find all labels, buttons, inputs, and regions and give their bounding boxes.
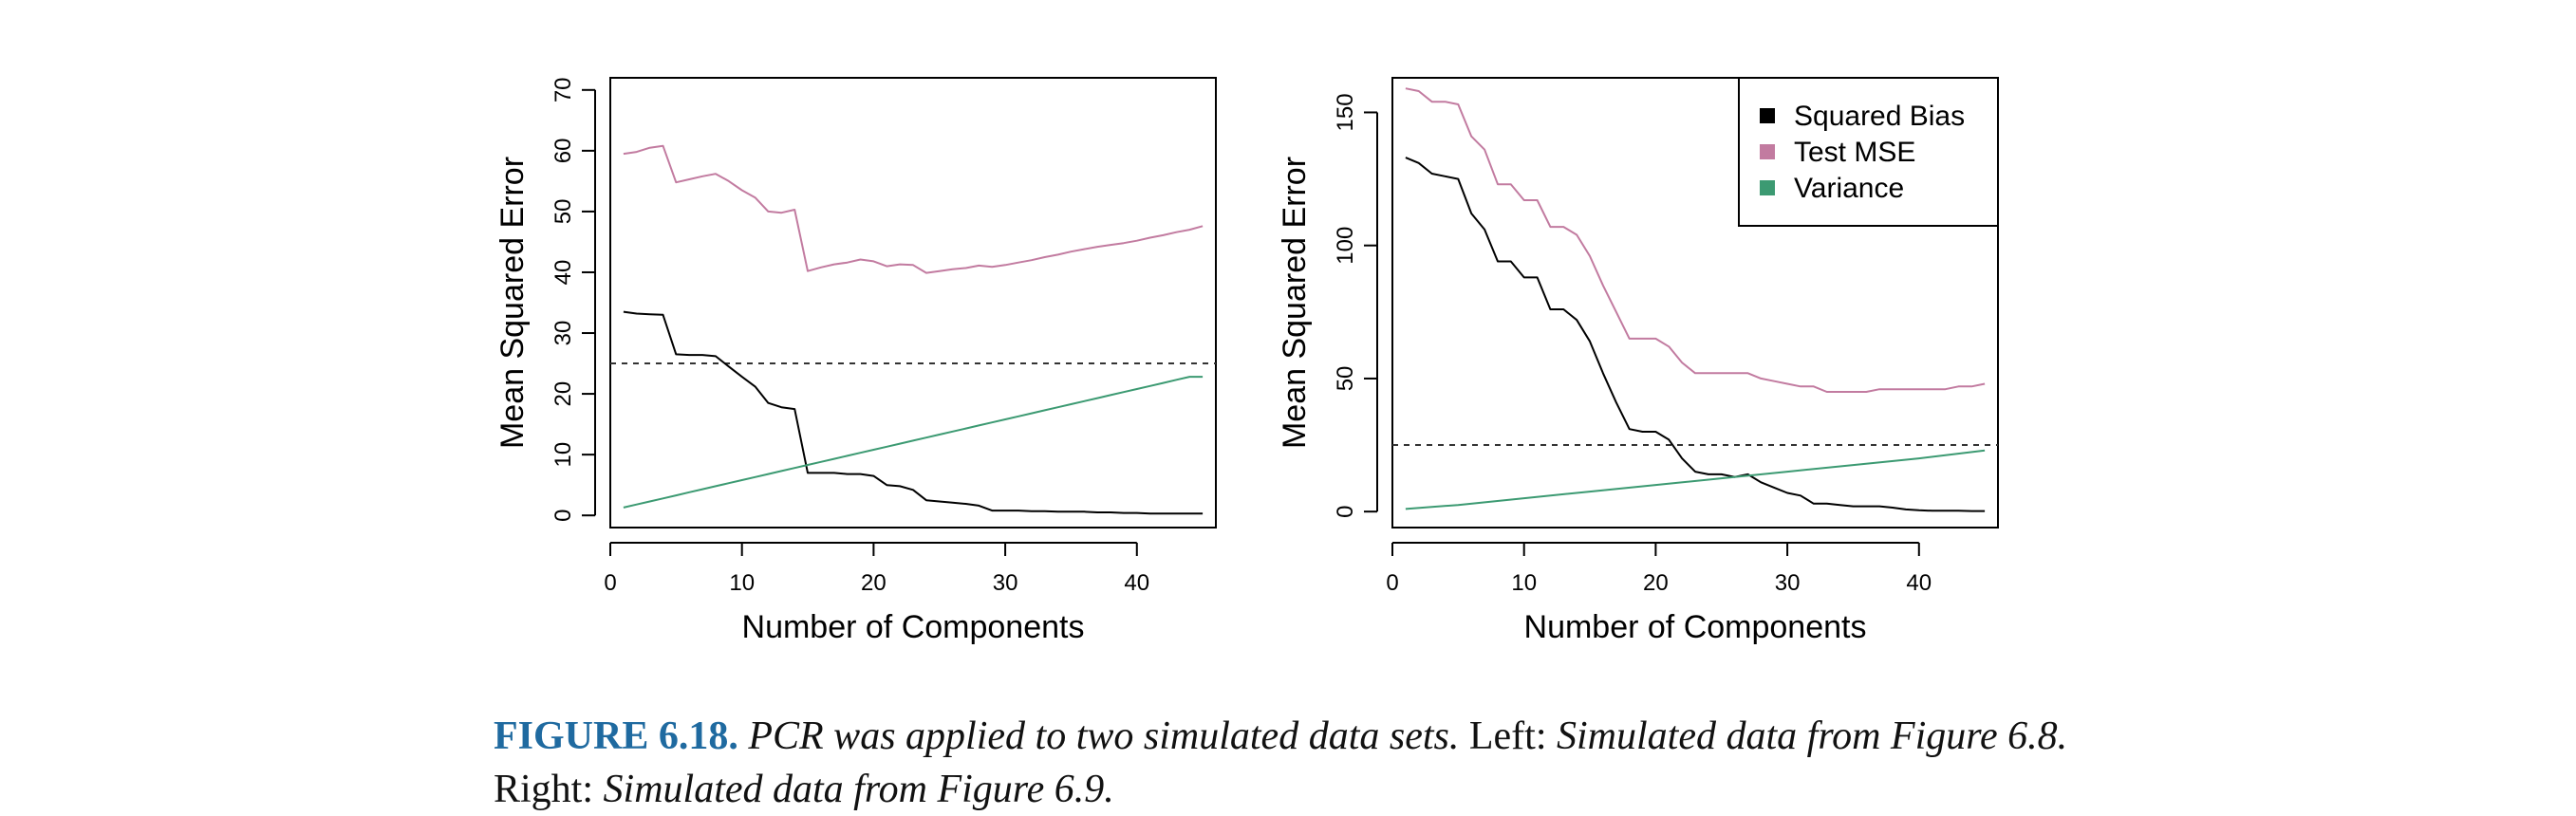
legend-label-squared-bias: Squared Bias bbox=[1794, 101, 1965, 132]
right-y-tick-label: 50 bbox=[1333, 366, 1358, 392]
legend: Squared Bias Test MSE Variance bbox=[1738, 77, 1999, 227]
right-y-tick-label: 100 bbox=[1333, 227, 1358, 265]
left-y-axis-title: Mean Squared Error bbox=[495, 157, 531, 449]
caption-text-5: Simulated data from Figure 6.9. bbox=[603, 768, 1114, 811]
left-plot-frame bbox=[609, 77, 1217, 529]
left-y-tick-label: 20 bbox=[551, 381, 576, 407]
right-x-tick-label: 0 bbox=[1386, 570, 1398, 596]
caption-text-4: Right: bbox=[494, 768, 594, 811]
left-x-tick-label: 10 bbox=[729, 570, 755, 596]
right-x-axis-title: Number of Components bbox=[1524, 609, 1867, 645]
left-x-tick-label: 0 bbox=[604, 570, 616, 596]
right-test-mse-line bbox=[1405, 87, 1986, 393]
right-x-tick-label: 40 bbox=[1906, 570, 1932, 596]
right-y-tick-label: 0 bbox=[1333, 505, 1358, 517]
caption-label: FIGURE 6.18. bbox=[494, 714, 738, 758]
figure-caption: FIGURE 6.18. PCR was applied to two simu… bbox=[494, 710, 2088, 816]
left-y-tick-label: 50 bbox=[551, 199, 576, 225]
left-y-tick-label: 70 bbox=[551, 77, 576, 102]
right-chart: 0 10 20 30 40 0 50 100 150 Number of Components Me… bbox=[1277, 77, 1999, 645]
right-squared-bias-line bbox=[1405, 157, 1986, 512]
left-y-tick-label: 40 bbox=[551, 260, 576, 286]
legend-swatch-squared-bias bbox=[1760, 108, 1775, 123]
right-x-tick-label: 20 bbox=[1643, 570, 1669, 596]
left-x-tick-label: 40 bbox=[1124, 570, 1149, 596]
left-squared-bias-line bbox=[623, 310, 1204, 515]
right-x-tick-label: 10 bbox=[1511, 570, 1537, 596]
left-variance-line bbox=[623, 376, 1204, 509]
left-x-tick-label: 30 bbox=[993, 570, 1018, 596]
right-y-axis-title: Mean Squared Error bbox=[1277, 157, 1313, 449]
left-x-tick-label: 20 bbox=[861, 570, 887, 596]
right-variance-line bbox=[1405, 449, 1986, 510]
legend-swatch-test-mse bbox=[1760, 144, 1775, 159]
left-y-tick-label: 10 bbox=[551, 442, 576, 468]
right-y-tick-label: 150 bbox=[1333, 93, 1358, 131]
left-y-tick-label: 30 bbox=[551, 321, 576, 346]
left-y-tick-label: 0 bbox=[551, 510, 576, 522]
charts-svg: 0 10 20 30 40 0 10 20 30 40 50 60 70 Number of Compon… bbox=[495, 77, 1999, 645]
legend-box bbox=[1738, 77, 1999, 227]
caption-text-1: PCR was applied to two simulated data se… bbox=[748, 714, 1460, 758]
left-test-mse-line bbox=[623, 144, 1204, 274]
left-y-tick-label: 60 bbox=[551, 139, 576, 164]
caption-text-3: Simulated data from Figure 6.8. bbox=[1557, 714, 2068, 758]
legend-label-test-mse: Test MSE bbox=[1794, 137, 1915, 168]
left-x-axis-title: Number of Components bbox=[742, 609, 1085, 645]
caption-text-2: Left: bbox=[1468, 714, 1547, 758]
legend-label-variance: Variance bbox=[1794, 173, 1904, 204]
legend-swatch-variance bbox=[1760, 180, 1775, 195]
left-chart: 0 10 20 30 40 0 10 20 30 40 50 60 70 Number of Compon… bbox=[495, 77, 1217, 645]
right-x-tick-label: 30 bbox=[1775, 570, 1801, 596]
right-plot-frame bbox=[1391, 77, 1999, 529]
